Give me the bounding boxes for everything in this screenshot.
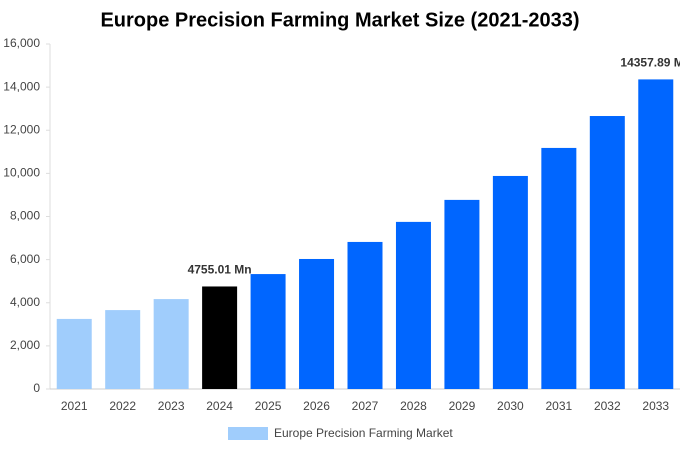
x-tick-label: 2023	[158, 399, 185, 413]
bar	[589, 116, 625, 390]
bar	[105, 310, 141, 389]
bar	[202, 286, 238, 389]
x-tick-label: 2024	[206, 399, 233, 413]
x-tick-label: 2025	[255, 399, 282, 413]
y-tick-label: 12,000	[3, 122, 40, 136]
x-tick-label: 2031	[545, 399, 572, 413]
y-tick-label: 8,000	[10, 209, 40, 223]
x-tick-label: 2033	[642, 399, 669, 413]
chart-title: Europe Precision Farming Market Size (20…	[100, 9, 579, 31]
x-tick-label: 2029	[449, 399, 476, 413]
x-tick-label: 2030	[497, 399, 524, 413]
x-tick-label: 2032	[594, 399, 621, 413]
legend-label: Europe Precision Farming Market	[274, 426, 453, 440]
value-label: 14357.89 Mn	[620, 56, 680, 70]
bar	[395, 221, 431, 389]
legend-swatch	[228, 427, 268, 440]
bar	[492, 175, 528, 389]
y-tick-label: 0	[33, 381, 40, 395]
bar	[638, 79, 674, 390]
bar	[347, 241, 383, 389]
x-tick-label: 2028	[400, 399, 427, 413]
x-tick-label: 2021	[61, 399, 88, 413]
bar	[250, 274, 286, 389]
y-tick-label: 6,000	[10, 252, 40, 266]
y-tick-label: 2,000	[10, 338, 40, 352]
x-tick-label: 2027	[352, 399, 379, 413]
y-tick-label: 16,000	[3, 36, 40, 50]
bar	[153, 299, 189, 389]
x-tick-label: 2022	[109, 399, 136, 413]
bar	[444, 199, 480, 389]
y-tick-label: 10,000	[3, 166, 40, 180]
x-tick-label: 2026	[303, 399, 330, 413]
y-tick-label: 14,000	[3, 79, 40, 93]
bar	[56, 318, 92, 389]
value-label: 4755.01 Mn	[188, 263, 252, 277]
bar	[541, 147, 577, 389]
y-tick-label: 4,000	[10, 295, 40, 309]
bar	[299, 258, 335, 389]
